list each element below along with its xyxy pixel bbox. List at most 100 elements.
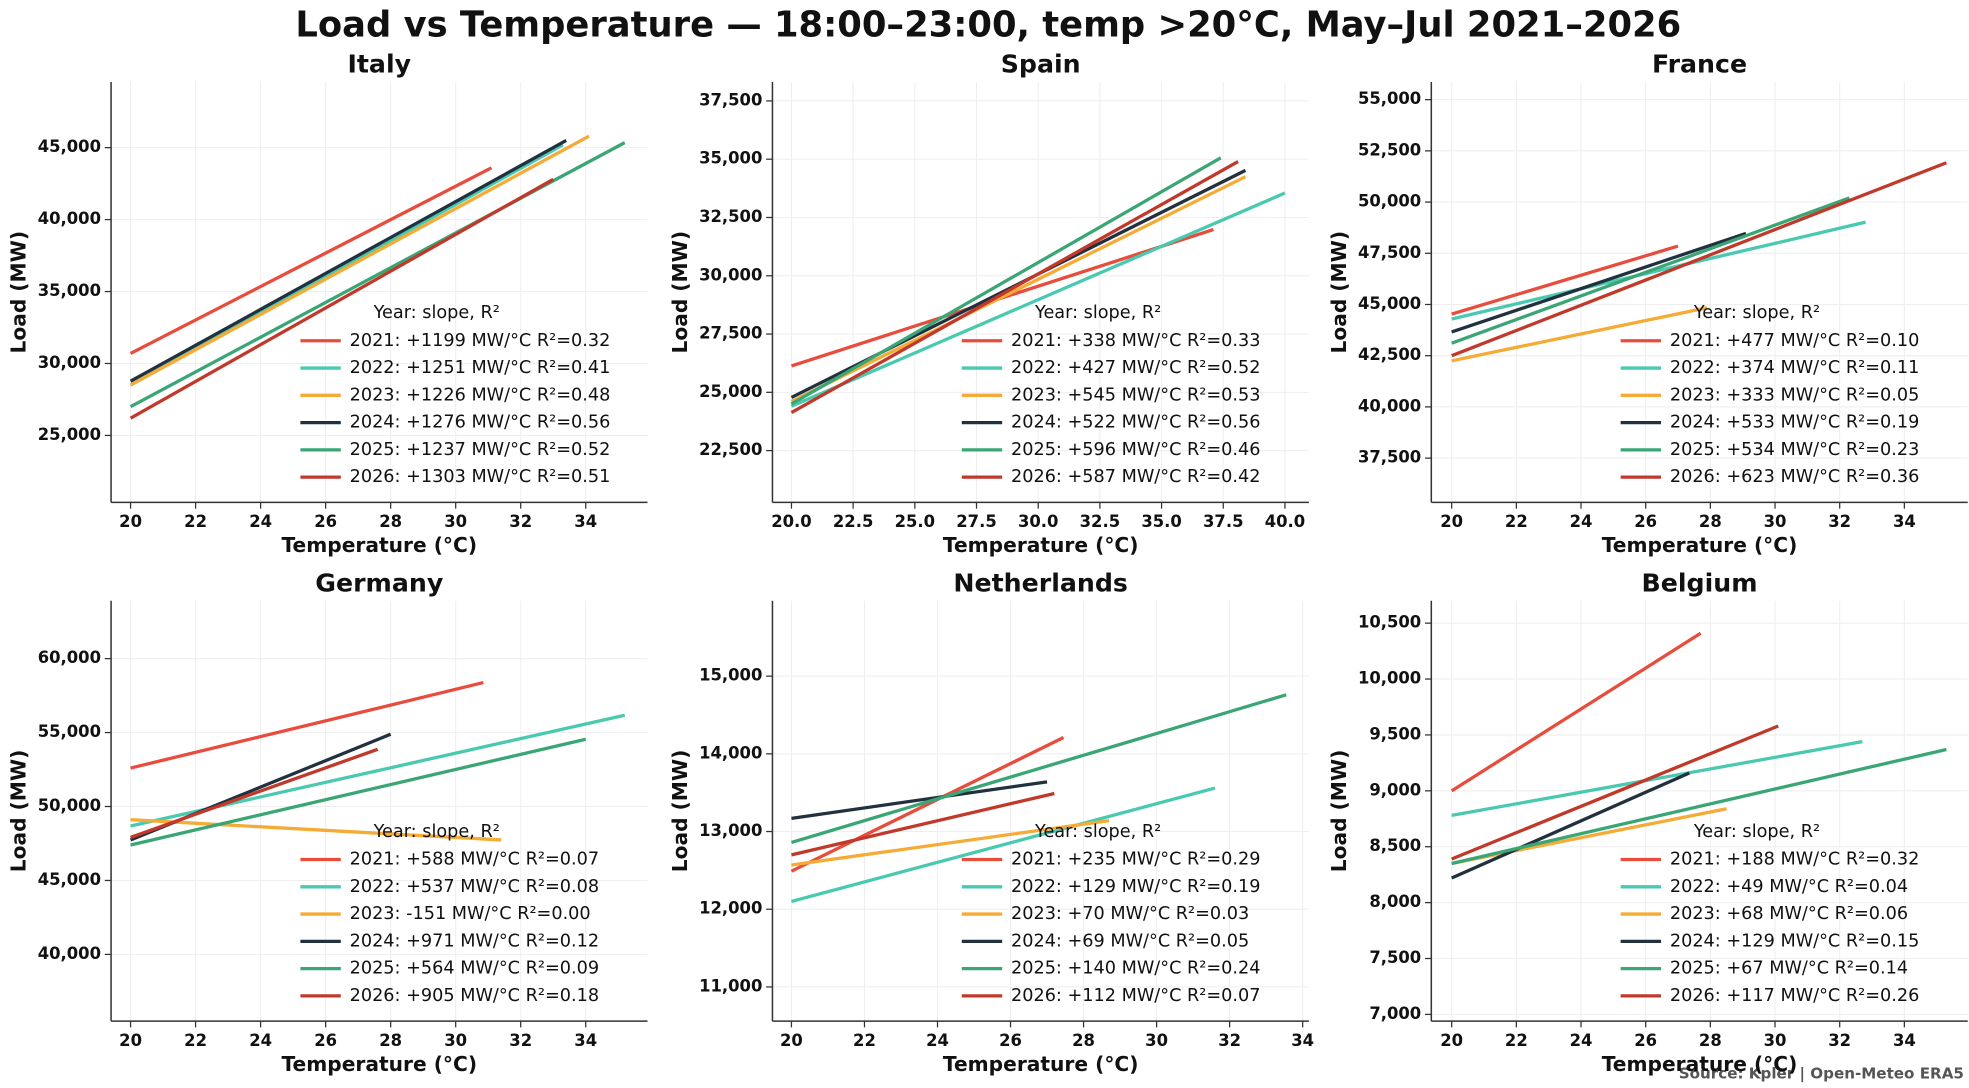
regression-line — [1450, 631, 1702, 793]
x-tick-label: 26 — [999, 1031, 1022, 1050]
y-tick-label: 60,000 — [38, 648, 101, 667]
y-tick-label: 25,000 — [38, 425, 101, 444]
y-tick-label: 30,000 — [699, 265, 762, 284]
y-tick-label: 7,000 — [1369, 1004, 1421, 1023]
legend-label: 2022: +49 MW/°C R²=0.04 — [1670, 877, 1908, 897]
x-axis-label: Temperature (°C) — [1602, 1052, 1798, 1076]
regression-line — [791, 786, 1216, 904]
x-tick-label: 34 — [574, 1031, 597, 1050]
legend-label: 2021: +477 MW/°C R²=0.10 — [1670, 331, 1919, 351]
x-tick-label: 34 — [1893, 512, 1916, 531]
y-tick-label: 25,000 — [699, 382, 762, 401]
x-tick-label: 30 — [1764, 1031, 1787, 1050]
x-tick-label: 32 — [1828, 512, 1851, 531]
x-tick-label: 22 — [184, 512, 207, 531]
legend-label: 2024: +522 MW/°C R²=0.56 — [1011, 413, 1260, 433]
x-tick-label: 32.5 — [1080, 512, 1120, 531]
x-axis-label: Temperature (°C) — [281, 1052, 477, 1076]
x-tick-label: 20 — [1440, 512, 1463, 531]
legend-label: 2022: +129 MW/°C R²=0.19 — [1011, 877, 1260, 897]
x-tick-label: 26 — [1634, 1031, 1657, 1050]
legend-label: 2023: +545 MW/°C R²=0.53 — [1011, 385, 1260, 405]
x-tick-label: 20 — [1440, 1031, 1463, 1050]
x-tick-label: 30 — [1145, 1031, 1168, 1050]
x-axis-label: Temperature (°C) — [281, 533, 477, 557]
subplot-title: France — [1652, 50, 1747, 79]
legend-label: 2021: +1199 MW/°C R²=0.32 — [350, 331, 611, 351]
x-tick-label: 37.5 — [1203, 512, 1243, 531]
x-tick-label: 30.0 — [1018, 512, 1058, 531]
y-tick-label: 8,500 — [1369, 836, 1421, 855]
regression-line — [790, 191, 1286, 408]
x-tick-label: 28 — [379, 512, 402, 531]
legend-label: 2022: +427 MW/°C R²=0.52 — [1011, 358, 1260, 378]
legend-label: 2024: +971 MW/°C R²=0.12 — [350, 931, 599, 951]
x-tick-label: 35.0 — [1141, 512, 1181, 531]
regression-line — [1451, 740, 1863, 818]
y-tick-label: 15,000 — [699, 666, 762, 685]
x-tick-label: 22 — [1505, 512, 1528, 531]
regression-line — [129, 166, 493, 355]
x-tick-label: 24 — [1570, 1031, 1593, 1050]
x-tick-label: 24 — [1570, 512, 1593, 531]
legend-label: 2025: +140 MW/°C R²=0.24 — [1011, 959, 1260, 979]
x-tick-label: 20 — [119, 512, 142, 531]
y-tick-label: 55,000 — [38, 722, 101, 741]
y-tick-label: 40,000 — [38, 944, 101, 963]
y-tick-label: 37,500 — [699, 90, 762, 109]
regression-line — [791, 819, 1110, 867]
y-tick-label: 50,000 — [38, 796, 101, 815]
regression-line — [129, 139, 568, 383]
legend-title: Year: slope, R² — [1034, 303, 1161, 323]
y-tick-label: 27,500 — [699, 324, 762, 343]
legend-title: Year: slope, R² — [1034, 822, 1161, 842]
x-tick-label: 26 — [1634, 512, 1657, 531]
x-tick-label: 32 — [1828, 1031, 1851, 1050]
regression-line — [129, 134, 590, 387]
x-tick-label: 22 — [853, 1031, 876, 1050]
figure-title: Load vs Temperature — 18:00–23:00, temp … — [295, 5, 1681, 46]
x-tick-label: 34 — [574, 512, 597, 531]
source-note: Source: Kpler | Open-Meteo ERA5 — [1679, 1065, 1964, 1084]
regression-line — [1451, 306, 1708, 363]
x-tick-label: 28 — [1699, 1031, 1722, 1050]
regression-line — [129, 177, 555, 420]
legend-label: 2025: +1237 MW/°C R²=0.52 — [350, 440, 611, 460]
x-tick-label: 30 — [444, 512, 467, 531]
x-tick-label: 22 — [1505, 1031, 1528, 1050]
regression-line — [790, 160, 1239, 415]
subplot: 20 22 24 26 28 30 32 34 25,000 30,000 35,000 40,000… — [7, 50, 648, 557]
regression-line — [1451, 220, 1866, 321]
x-tick-label: 24 — [249, 512, 272, 531]
y-tick-label: 13,000 — [699, 821, 762, 840]
regression-line — [130, 680, 484, 770]
legend-label: 2026: +905 MW/°C R²=0.18 — [350, 986, 599, 1006]
legend-label: 2024: +1276 MW/°C R²=0.56 — [350, 413, 611, 433]
subplot-title: Italy — [347, 50, 411, 79]
legend-label: 2024: +69 MW/°C R²=0.05 — [1011, 931, 1249, 951]
x-tick-label: 20 — [119, 1031, 142, 1050]
x-axis-label: Temperature (°C) — [943, 1052, 1139, 1076]
y-tick-label: 42,500 — [1358, 345, 1421, 364]
regression-line — [1451, 231, 1747, 334]
legend-label: 2021: +235 MW/°C R²=0.29 — [1011, 850, 1260, 870]
legend-label: 2021: +588 MW/°C R²=0.07 — [350, 850, 599, 870]
regression-line — [791, 780, 1048, 820]
x-tick-label: 30 — [444, 1031, 467, 1050]
x-tick-label: 40.0 — [1265, 512, 1305, 531]
y-tick-label: 30,000 — [38, 353, 101, 372]
regression-line — [1451, 771, 1691, 880]
x-tick-label: 28 — [1699, 512, 1722, 531]
x-tick-label: 26 — [314, 512, 337, 531]
y-tick-label: 7,500 — [1369, 948, 1421, 967]
y-tick-label: 45,000 — [38, 870, 101, 889]
y-axis-label: Load (MW) — [7, 231, 31, 354]
x-axis-label: Temperature (°C) — [1602, 533, 1798, 557]
regression-line — [791, 791, 1055, 857]
y-tick-label: 45,000 — [1358, 294, 1421, 313]
legend-title: Year: slope, R² — [373, 822, 500, 842]
legend-label: 2024: +533 MW/°C R²=0.19 — [1670, 413, 1919, 433]
subplot: 20 22 24 26 28 30 32 34 7,000 7,500 8,000 8,500 9,00… — [1327, 568, 1968, 1076]
